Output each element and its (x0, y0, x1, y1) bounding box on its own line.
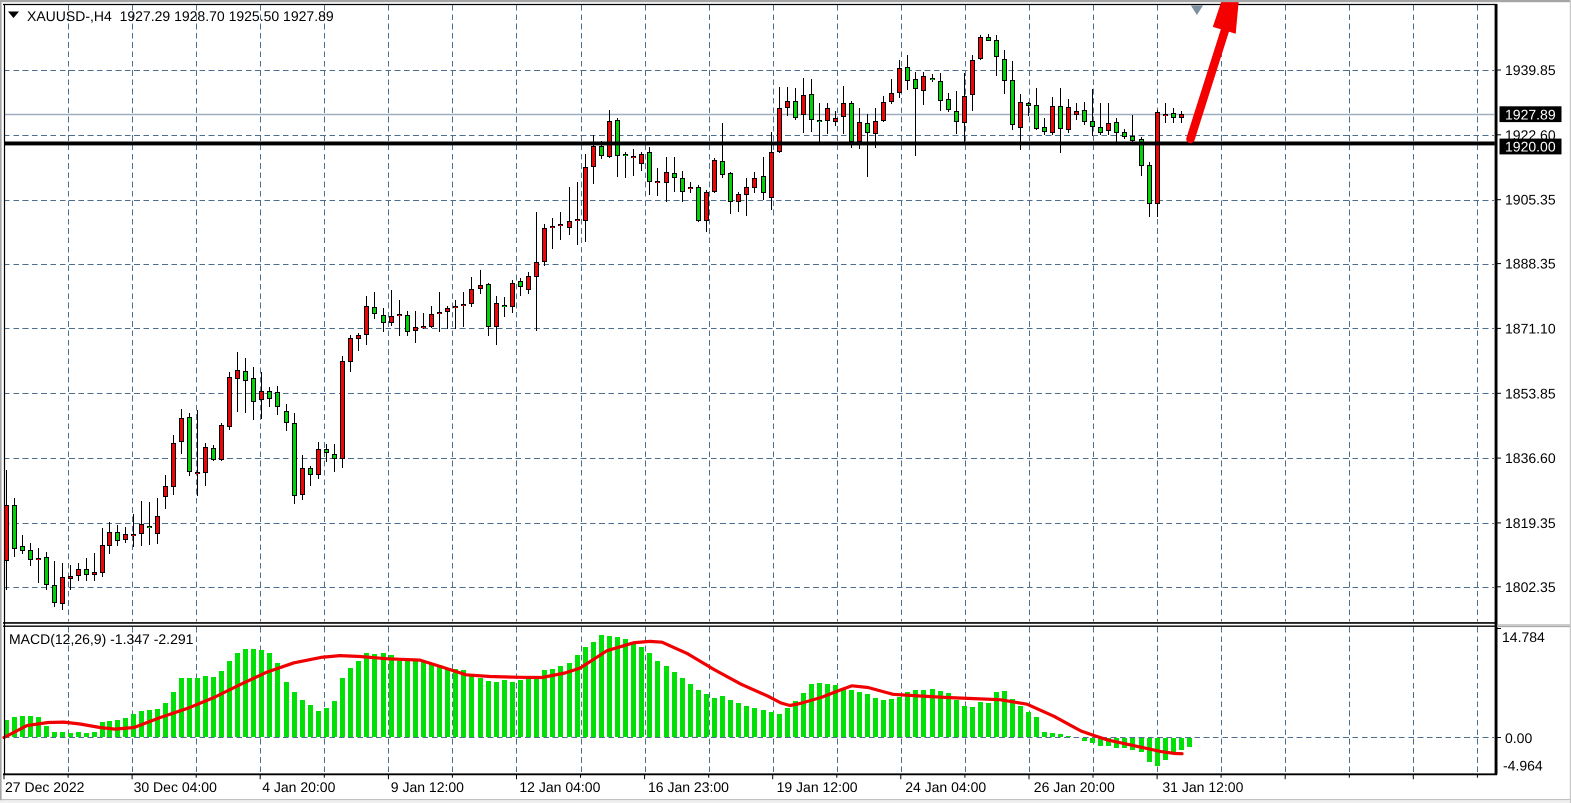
svg-text:1819.35: 1819.35 (1505, 515, 1556, 531)
svg-text:19 Jan 12:00: 19 Jan 12:00 (777, 779, 858, 795)
svg-text:4 Jan 20:00: 4 Jan 20:00 (262, 779, 335, 795)
svg-text:1905.35: 1905.35 (1505, 192, 1556, 208)
svg-text:1927.89: 1927.89 (1505, 106, 1556, 122)
svg-text:16 Jan 23:00: 16 Jan 23:00 (648, 779, 729, 795)
svg-text:1920.00: 1920.00 (1505, 139, 1556, 155)
svg-text:1853.85: 1853.85 (1505, 385, 1556, 401)
svg-text:1836.60: 1836.60 (1505, 450, 1556, 466)
svg-text:0.00: 0.00 (1505, 730, 1532, 746)
svg-text:XAUUSD-,H4 1927.29 1928.70 19: XAUUSD-,H4 1927.29 1928.70 1925.50 1927.… (27, 8, 334, 24)
svg-text:MACD(12,26,9) -1.347 -2.291: MACD(12,26,9) -1.347 -2.291 (9, 631, 194, 647)
svg-text:1802.35: 1802.35 (1505, 579, 1556, 595)
svg-text:1888.35: 1888.35 (1505, 256, 1556, 272)
svg-text:1871.10: 1871.10 (1505, 320, 1556, 336)
svg-text:27 Dec 2022: 27 Dec 2022 (5, 779, 85, 795)
svg-text:1939.85: 1939.85 (1505, 62, 1556, 78)
svg-text:24 Jan 04:00: 24 Jan 04:00 (905, 779, 986, 795)
svg-text:14.784: 14.784 (1502, 629, 1545, 645)
svg-text:-4.964: -4.964 (1503, 758, 1543, 774)
svg-text:9 Jan 12:00: 9 Jan 12:00 (391, 779, 464, 795)
svg-text:30 Dec 04:00: 30 Dec 04:00 (134, 779, 217, 795)
svg-text:26 Jan 20:00: 26 Jan 20:00 (1034, 779, 1115, 795)
svg-text:31 Jan 12:00: 31 Jan 12:00 (1162, 779, 1243, 795)
svg-text:12 Jan 04:00: 12 Jan 04:00 (519, 779, 600, 795)
